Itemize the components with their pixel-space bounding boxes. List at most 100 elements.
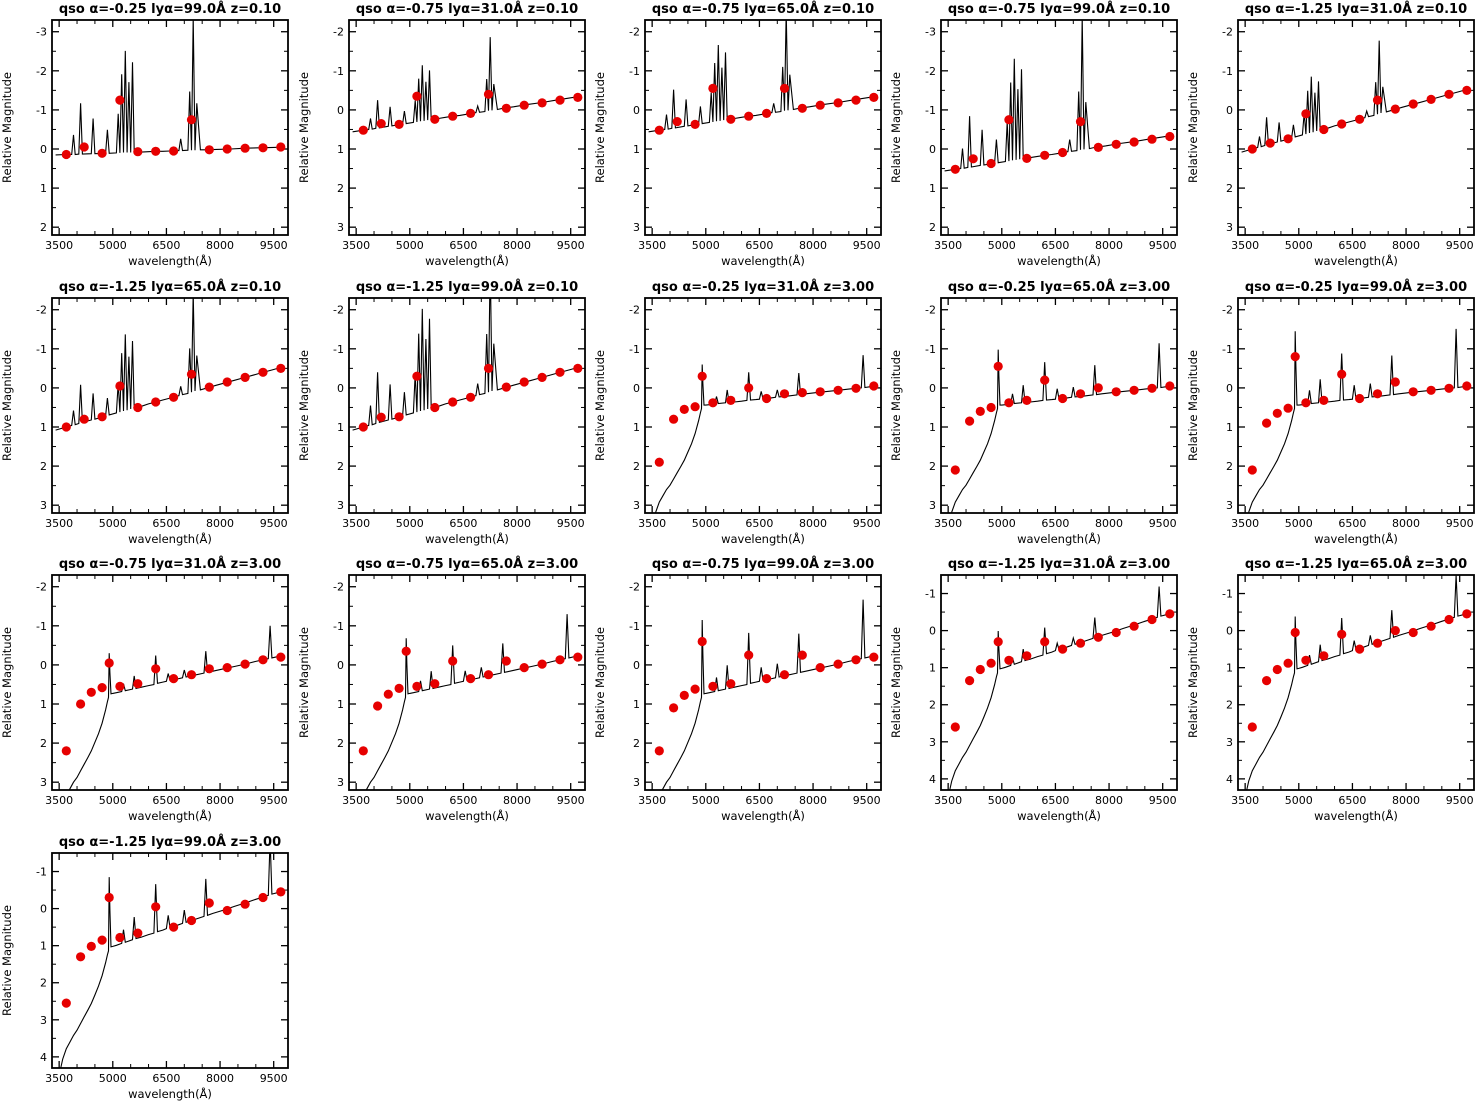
photometry-point <box>115 932 125 942</box>
photometry-point <box>761 108 772 118</box>
photometry-point <box>187 915 197 925</box>
x-tick-label: 5000 <box>1285 794 1313 807</box>
y-tick-label: -1 <box>925 588 936 601</box>
x-tick-label: 5000 <box>692 517 720 530</box>
y-tick-label: 0 <box>40 143 47 156</box>
photometry-point <box>1022 153 1032 163</box>
photometry-point <box>115 681 125 691</box>
panel-cell-4: qso α=-0.75 lyα=99.0Å z=0.10 Relative Mag… <box>889 0 1185 278</box>
x-tick-label: 6500 <box>745 794 773 807</box>
spectrum-line <box>1241 40 1471 153</box>
photometry-point <box>744 650 754 660</box>
photometry-point <box>222 905 232 915</box>
photometry-point <box>1336 369 1347 379</box>
photometry-point <box>1426 621 1436 631</box>
photometry-point <box>1283 658 1293 668</box>
y-tick-label: 0 <box>337 381 344 394</box>
y-tick-label: 3 <box>337 776 344 789</box>
photometry-point <box>986 402 997 412</box>
photometry-point <box>222 376 232 387</box>
photometry-point <box>869 652 879 662</box>
y-tick-label: 3 <box>633 221 640 234</box>
spectrum-panel-3: qso α=-0.75 lyα=65.0Å z=0.10 Relative Mag… <box>593 1 882 268</box>
photometry-point <box>1265 138 1275 148</box>
photometry-point <box>97 683 107 693</box>
photometry-point <box>951 164 961 174</box>
photometry-point <box>951 722 961 732</box>
y-tick-label: 1 <box>633 143 640 156</box>
photometry-point <box>276 652 286 662</box>
plot-frame <box>51 851 290 1069</box>
x-tick-label: 9500 <box>556 794 584 807</box>
photometry-point <box>276 142 286 152</box>
x-tick-label: 9500 <box>1445 794 1473 807</box>
x-tick-label: 5000 <box>988 239 1016 252</box>
photometry-point <box>76 951 86 961</box>
photometry-point <box>258 655 268 665</box>
x-tick-label: 8000 <box>1392 794 1420 807</box>
photometry-point <box>61 746 72 756</box>
spectrum-panel-11: qso α=-0.75 lyα=31.0Å z=3.00 Relative Mag… <box>0 556 290 823</box>
photometry-point <box>1372 388 1382 398</box>
panel-title: qso α=-1.25 lyα=99.0Å z=3.00 <box>59 834 281 850</box>
x-tick-label: 8000 <box>503 517 531 530</box>
x-tick-label: 3500 <box>1231 239 1259 252</box>
x-tick-label: 6500 <box>1042 517 1070 530</box>
photometry-point <box>851 383 861 393</box>
photometry-point <box>1290 627 1300 638</box>
y-tick-label: 2 <box>40 737 47 750</box>
y-tick-label: 1 <box>337 143 344 156</box>
photometry-point <box>222 144 232 154</box>
photometry-point <box>187 670 197 680</box>
y-tick-label: 2 <box>633 737 640 750</box>
photometry-point <box>833 659 843 669</box>
y-tick-label: -1 <box>925 104 936 117</box>
photometry-point <box>115 380 125 391</box>
y-tick-label: 3 <box>633 499 640 512</box>
y-tick-label: 2 <box>40 460 47 473</box>
photometry-point <box>1111 386 1122 396</box>
y-tick-label: 3 <box>1226 736 1233 749</box>
photometry-point <box>1147 383 1157 393</box>
y-axis-label: Relative Magnitude <box>297 350 311 461</box>
y-tick-label: 1 <box>40 182 47 195</box>
photometry-point <box>187 369 197 379</box>
photometry-point <box>726 679 736 689</box>
y-tick-label: 0 <box>929 381 936 394</box>
spectrum-panel-7: qso α=-1.25 lyα=99.0Å z=0.10 Relative Mag… <box>297 279 586 546</box>
photometry-point <box>1165 380 1175 391</box>
y-tick-label: 4 <box>1226 773 1233 786</box>
photometry-point <box>411 91 422 101</box>
spectrum-line <box>352 297 582 431</box>
x-axis-label: wavelength(Å) <box>1314 808 1398 823</box>
photometry-point <box>679 690 689 700</box>
y-tick-label: 2 <box>337 460 344 473</box>
x-axis-label: wavelength(Å) <box>128 531 212 546</box>
photometry-point <box>86 687 97 697</box>
x-tick-label: 8000 <box>1392 517 1420 530</box>
y-axis-label: Relative Magnitude <box>1186 627 1200 738</box>
y-tick-label: -2 <box>1222 26 1233 39</box>
y-tick-label: 0 <box>337 104 344 117</box>
x-axis-label: wavelength(Å) <box>1314 531 1398 546</box>
photometry-point <box>411 681 422 691</box>
x-axis-label: wavelength(Å) <box>1017 531 1101 546</box>
photometry-point <box>993 637 1004 647</box>
photometry-point <box>668 414 679 424</box>
photometry-point <box>779 83 790 93</box>
spectrum-line <box>1247 328 1471 513</box>
photometry-point <box>833 98 843 108</box>
photometry-point <box>61 149 72 160</box>
y-tick-label: -1 <box>36 620 47 633</box>
photometry-point <box>1165 609 1175 619</box>
photometry-point <box>1094 382 1104 392</box>
photometry-point <box>1165 131 1175 142</box>
photometry-point <box>151 396 161 407</box>
y-tick-label: 0 <box>633 659 640 672</box>
photometry-point <box>133 147 143 157</box>
plot-frame <box>644 19 882 236</box>
photometry-point <box>240 899 250 909</box>
photometry-point <box>169 674 179 684</box>
photometry-point <box>1336 119 1347 129</box>
photometry-point <box>1390 376 1400 387</box>
